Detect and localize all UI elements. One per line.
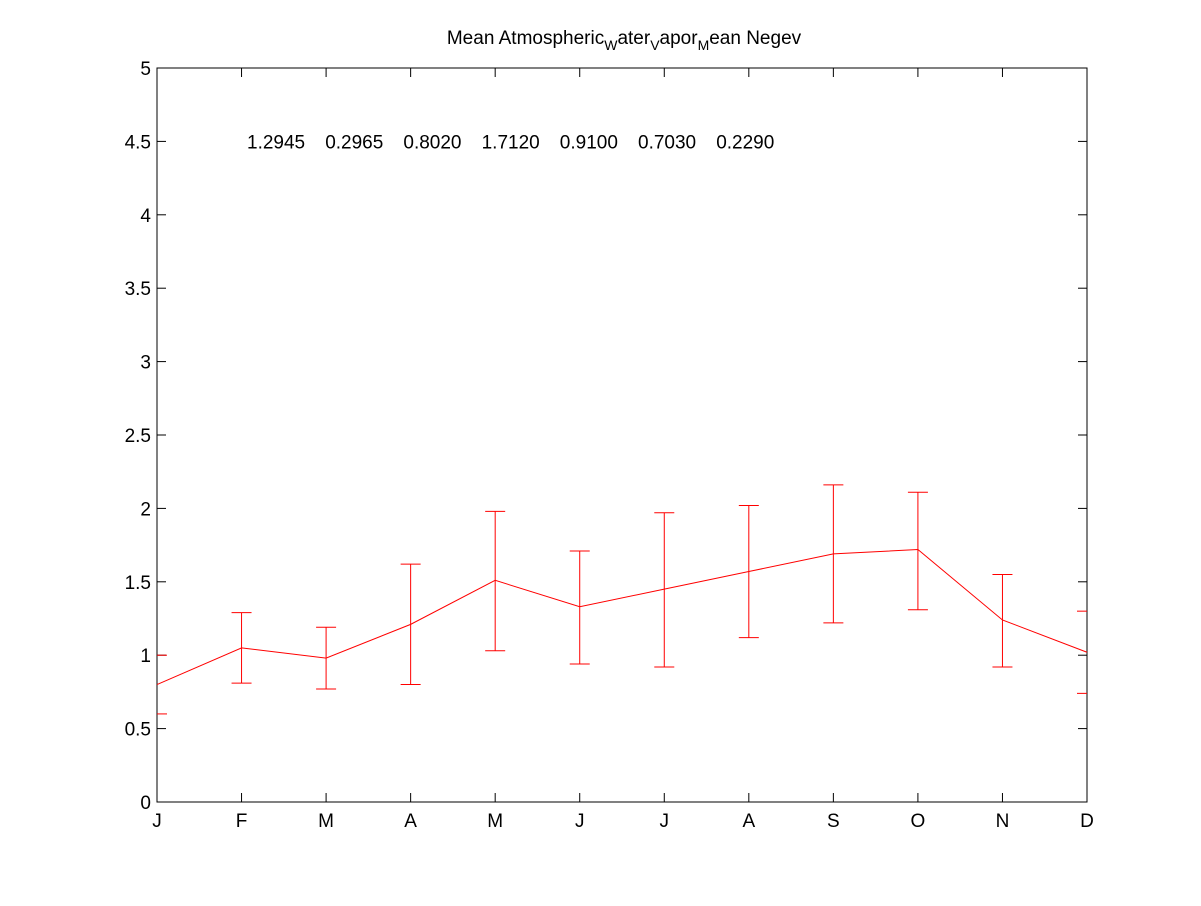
x-tick-label: A — [742, 811, 755, 832]
y-tick-label: 4 — [140, 206, 151, 227]
series-line — [156, 548, 1088, 686]
x-tick-label: D — [1080, 811, 1094, 832]
annotation-value: 0.7030 — [638, 132, 696, 153]
x-tick-label: M — [487, 811, 503, 832]
annotation-value: 1.7120 — [482, 132, 540, 153]
y-tick-label: 2 — [140, 499, 151, 520]
x-tick-label: J — [575, 811, 585, 832]
title-part-2: ater — [617, 28, 650, 49]
annotation-value: 0.2290 — [716, 132, 774, 153]
y-tick-label: 1 — [140, 646, 151, 667]
y-tick-label: 2.5 — [125, 426, 151, 447]
title-part-1: Mean Atmospheric — [447, 28, 604, 49]
y-tick-label: 3.5 — [125, 279, 151, 300]
x-tick-label: J — [660, 811, 670, 832]
title-part-3: apor — [660, 28, 699, 49]
plot-frame — [156, 67, 1088, 803]
x-tick-label: S — [827, 811, 840, 832]
x-tick-label: O — [911, 811, 926, 832]
x-tick-label: M — [318, 811, 334, 832]
labels-layer: 0 0.5 1 1.5 2 2.5 3 3.5 4 4.5 5 J F M A M J J A S O N D — [125, 59, 1094, 832]
x-tick-label: J — [152, 811, 162, 832]
y-tick-label: 5 — [140, 59, 151, 80]
annotation-value: 0.2965 — [325, 132, 383, 153]
x-tick-label: A — [404, 811, 417, 832]
y-tick-label: 0.5 — [125, 720, 151, 741]
chart-title: Mean AtmosphericWaterVaporMean Negev — [447, 28, 802, 53]
x-tick-label: F — [236, 811, 248, 832]
y-tick-label: 0 — [140, 793, 151, 814]
y-tick-label: 1.5 — [125, 573, 151, 594]
annotation-value: 0.8020 — [403, 132, 461, 153]
title-sub-1: W — [604, 37, 618, 53]
annotation-value: 0.9100 — [560, 132, 618, 153]
title-part-4: ean Negev — [709, 28, 801, 49]
annotations-layer: 1.2945 0.2965 0.8020 1.7120 0.9100 0.7030 0.22… — [247, 132, 774, 153]
title-sub-2: V — [650, 37, 660, 53]
annotation-value: 1.2945 — [247, 132, 305, 153]
x-tick-label: N — [996, 811, 1010, 832]
title-sub-3: M — [698, 37, 710, 53]
series-layer — [156, 484, 1088, 715]
y-tick-label: 3 — [140, 353, 151, 374]
ticks-layer — [156, 67, 1088, 803]
y-tick-label: 4.5 — [125, 132, 151, 153]
